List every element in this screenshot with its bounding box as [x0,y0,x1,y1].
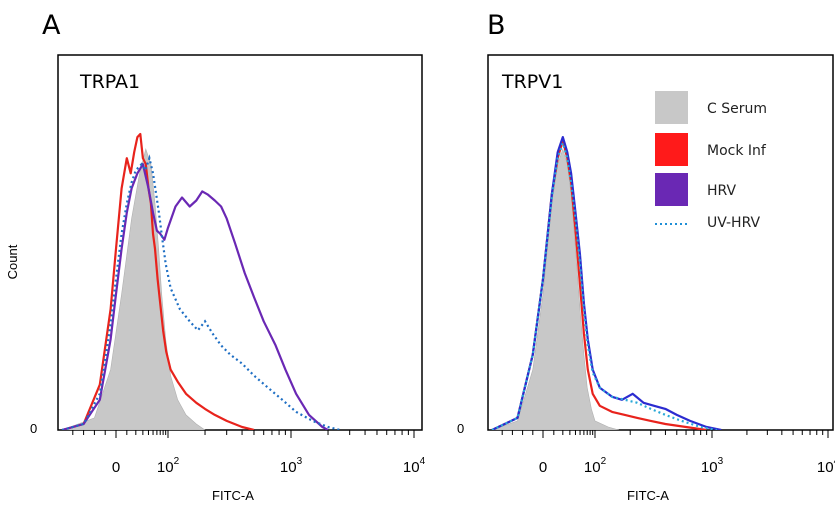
panel-b-title: TRPV1 [501,71,563,93]
panel-b-x-axis-label: FITC-A [627,488,669,503]
panel-a-series-hrv [61,163,329,430]
panel-a-x-axis-label: FITC-A [212,488,254,503]
legend-label-mock-inf: Mock Inf [707,143,767,159]
panel-a-letter: A [42,10,61,41]
legend-swatch-hrv [655,173,688,206]
panel-a-x-tick-label: 103 [280,456,303,476]
panel-a-y-zero-label: 0 [30,421,37,436]
panel-a-x-ticks: 0 102 103 104 [72,430,426,476]
panel-b: B TRPV1 0 FITC-A 0 102 103 104 C Serum Mock… [457,10,835,503]
panel-b-series-c-serum [491,148,619,430]
panel-b-x-tick-label: 0 [539,459,547,476]
panel-b-x-tick-label: 103 [701,456,724,476]
legend-swatch-mock-inf [655,133,688,166]
panel-a-title: TRPA1 [79,71,140,93]
panel-a-x-tick-label: 104 [403,456,426,476]
panel-a-x-tick-label: 102 [157,456,180,476]
panel-b-x-ticks: 0 102 103 104 [501,430,835,476]
legend-label-hrv: HRV [707,183,736,199]
legend-swatch-c-serum [655,91,688,124]
panel-b-x-tick-label: 104 [817,456,835,476]
panel-a-series-mock-inf [61,132,255,430]
panel-a-series-uv-hrv [61,154,341,430]
panel-b-plot-area [491,136,722,430]
legend-label-c-serum: C Serum [707,101,767,117]
panel-a-y-axis-label: Count [5,244,20,279]
panel-a-x-tick-label: 0 [112,459,120,476]
panel-b-letter: B [487,10,506,41]
panel-a-plot-area [61,132,341,430]
panel-b-y-zero-label: 0 [457,421,464,436]
legend-label-uv-hrv: UV-HRV [707,215,761,231]
panel-a: A TRPA1 0 Count FITC-A 0 102 103 104 [5,10,426,503]
panel-b-x-tick-label: 102 [584,456,607,476]
panel-b-legend: C Serum Mock Inf HRV UV-HRV [655,91,767,231]
